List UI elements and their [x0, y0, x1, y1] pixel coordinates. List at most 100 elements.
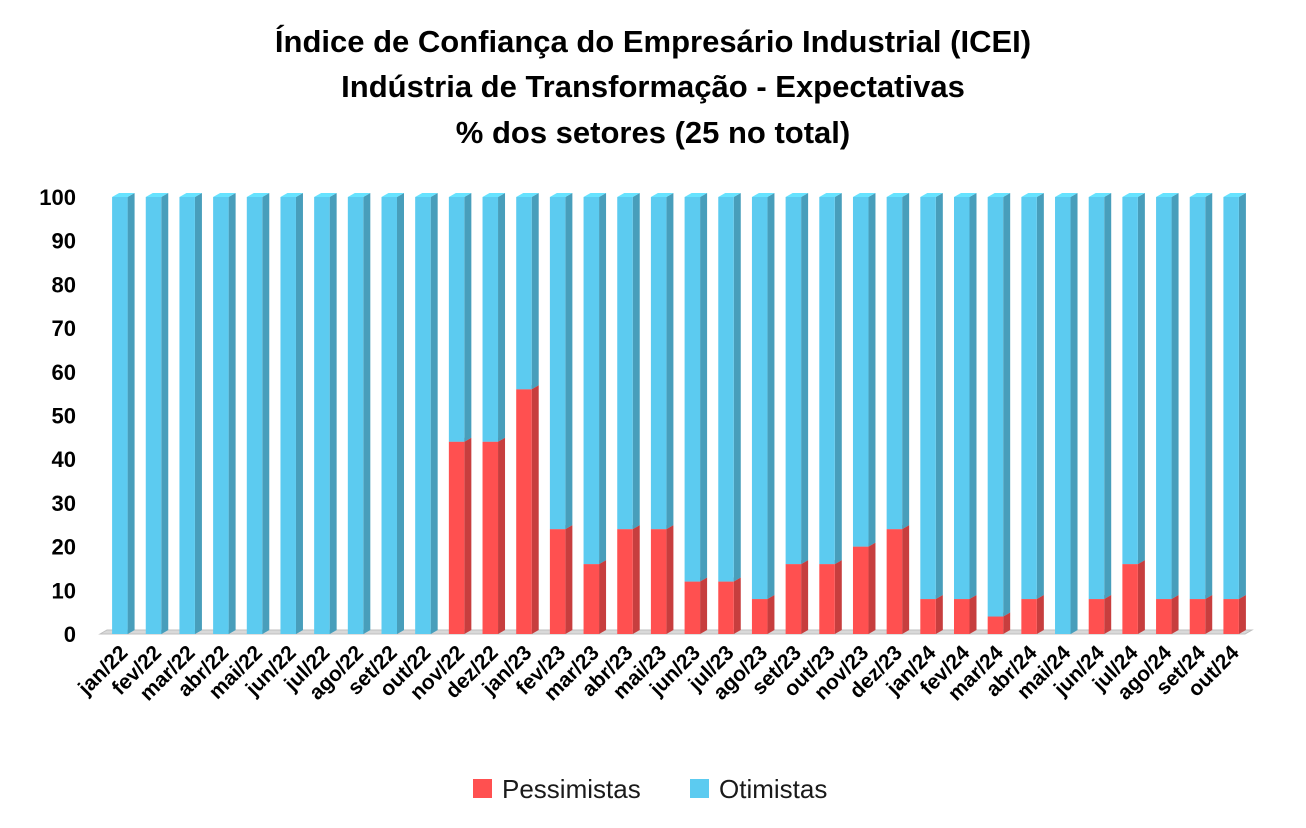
bar-otimistas-abr-23: [617, 193, 640, 530]
bar-front: [751, 599, 768, 634]
bar-side: [733, 193, 741, 582]
bar-otimistas-mai-23: [650, 193, 674, 530]
bar-otimistas-ago-23: [751, 193, 775, 600]
bar-top: [954, 193, 977, 197]
bar-otimistas-jul-24: [1122, 193, 1145, 565]
bar-front: [785, 564, 802, 634]
bar-side: [295, 193, 303, 634]
bar-side: [666, 525, 674, 634]
bar-side: [632, 193, 640, 530]
bar-top: [1189, 193, 1213, 197]
bar-side: [902, 525, 910, 634]
y-tick-label: 60: [52, 360, 76, 385]
bar-side: [498, 193, 506, 442]
bar-side: [565, 525, 573, 634]
bar-front: [718, 197, 734, 582]
bar-top: [1055, 193, 1078, 197]
bars: [112, 193, 1246, 634]
bar-pessimistas-jun-24: [1088, 595, 1112, 634]
bar-front: [482, 197, 499, 442]
bar-side: [632, 525, 640, 634]
bar-top: [1122, 193, 1145, 197]
bar-top: [920, 193, 943, 197]
y-tick-label: 100: [39, 185, 76, 210]
bar-front: [516, 197, 532, 390]
bar-pessimistas-jul-23: [718, 577, 741, 634]
bar-otimistas-set-23: [785, 193, 809, 565]
bar-front: [314, 197, 330, 634]
bar-front: [1156, 599, 1172, 634]
bar-front: [112, 197, 128, 634]
bar-side: [1171, 193, 1179, 600]
bar-front: [1021, 197, 1037, 600]
bar-side: [228, 193, 236, 634]
x-axis: jan/22fev/22mar/22abr/22mai/22jun/22jul/…: [73, 641, 1244, 705]
bar-otimistas-nov-23: [852, 193, 876, 547]
bar-front: [145, 197, 162, 634]
bar-side: [1003, 612, 1011, 634]
legend-label-pessimistas: Pessimistas: [502, 774, 641, 804]
bar-top: [246, 193, 270, 197]
bar-top: [448, 193, 472, 197]
bar-front: [1021, 599, 1037, 634]
bar-side: [1104, 193, 1112, 600]
bar-front: [751, 197, 768, 600]
bar-top: [112, 193, 135, 197]
bar-top: [415, 193, 438, 197]
bar-front: [954, 599, 970, 634]
bar-top: [785, 193, 809, 197]
bar-side: [127, 193, 135, 634]
bar-top: [213, 193, 236, 197]
bar-front: [920, 599, 936, 634]
bar-pessimistas-abr-24: [1021, 595, 1044, 634]
bar-top: [347, 193, 371, 197]
bar-front: [1156, 197, 1172, 600]
bar-otimistas-nov-22: [448, 193, 472, 442]
bar-side: [1070, 193, 1078, 634]
bar-otimistas-dez-22: [482, 193, 506, 442]
bar-pessimistas-mai-23: [650, 525, 674, 634]
bar-front: [785, 197, 802, 565]
chart-floor-plane: [98, 629, 1254, 635]
bar-front: [1088, 197, 1105, 600]
bar-front: [549, 197, 566, 530]
bar-otimistas-mar-22: [179, 193, 202, 634]
bar-front: [684, 581, 701, 634]
bar-top: [549, 193, 573, 197]
legend: Pessimistas Otimistas: [473, 774, 827, 804]
bar-top: [718, 193, 741, 197]
bar-pessimistas-ago-24: [1156, 595, 1179, 634]
bar-otimistas-mar-24: [987, 193, 1011, 617]
bar-otimistas-jun-24: [1088, 193, 1112, 600]
bar-front: [1122, 197, 1138, 565]
bar-side: [969, 595, 977, 634]
bar-side: [194, 193, 202, 634]
bar-side: [498, 437, 506, 634]
title-line-3: % dos setores (25 no total): [456, 115, 850, 150]
bar-top: [280, 193, 303, 197]
bar-pessimistas-mar-23: [583, 560, 607, 634]
bar-pessimistas-jun-23: [684, 577, 708, 634]
bar-side: [464, 193, 472, 442]
bar-front: [617, 197, 633, 530]
bar-top: [179, 193, 202, 197]
y-tick-label: 90: [52, 229, 76, 254]
bar-otimistas-out-22: [415, 193, 438, 634]
bar-front: [1223, 599, 1239, 634]
bar-side: [902, 193, 910, 530]
y-tick-label: 80: [52, 272, 76, 297]
bar-otimistas-fev-22: [145, 193, 169, 634]
bar-top: [819, 193, 842, 197]
bar-front: [650, 197, 667, 530]
bar-side: [430, 193, 438, 634]
bar-front: [886, 197, 903, 530]
bar-front: [886, 529, 903, 634]
bar-side: [834, 560, 842, 634]
bar-side: [1171, 595, 1179, 634]
bar-top: [1223, 193, 1246, 197]
bar-otimistas-jul-23: [718, 193, 741, 582]
bar-front: [347, 197, 364, 634]
bar-side: [1104, 595, 1112, 634]
legend-label-otimistas: Otimistas: [719, 774, 827, 804]
bar-top: [1088, 193, 1112, 197]
